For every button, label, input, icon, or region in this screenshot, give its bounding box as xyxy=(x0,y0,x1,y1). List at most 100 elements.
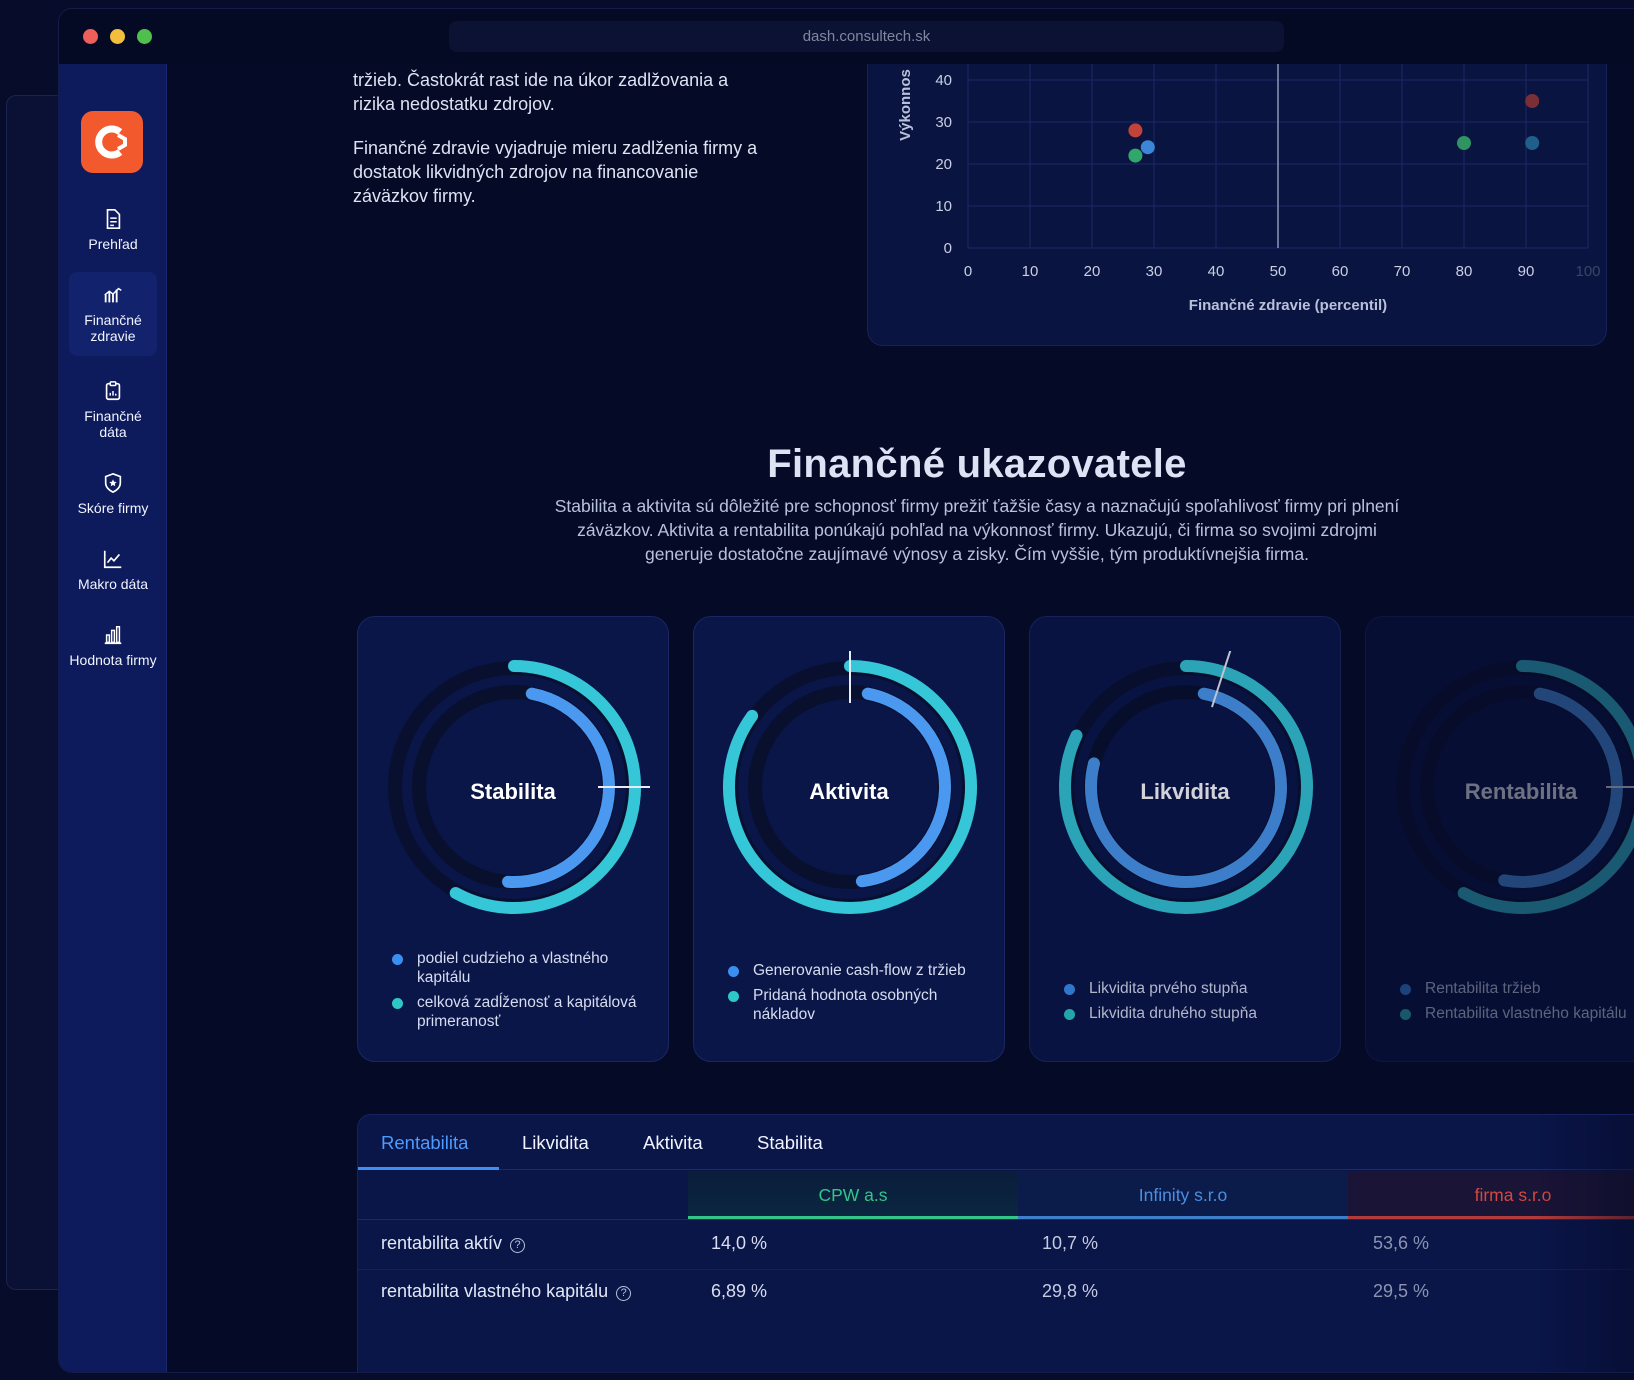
table-cell: 29,5 % xyxy=(1373,1281,1430,1301)
y-tick-label: 40 xyxy=(935,72,952,89)
row-label-text: rentabilita aktív xyxy=(381,1233,503,1253)
benchmark-marker xyxy=(1211,651,1232,708)
intro-paragraph: Finančné zdravie vyjadruje mieru zadlžen… xyxy=(353,138,758,206)
table-cell: 29,8 % xyxy=(1042,1281,1099,1301)
legend-item: celková zadĺženosť a kapitálová primeran… xyxy=(390,993,652,1031)
logo-c-icon xyxy=(95,125,127,159)
document-icon xyxy=(106,209,121,229)
scatter-point xyxy=(1525,94,1540,108)
help-icon[interactable]: ? xyxy=(616,1286,632,1301)
inner-arc xyxy=(1498,687,1623,888)
table-cell: 53,6 % xyxy=(1373,1233,1430,1253)
inner-arc xyxy=(855,687,951,888)
scatter-chart: 0 10 20 30 40 50 60 70 80 90 100 0 10 20 30 40 Finančné … xyxy=(897,64,1601,314)
table-cell: 14,0 % xyxy=(711,1233,768,1253)
x-tick-label: 50 xyxy=(1270,263,1287,280)
minimize-window-button[interactable] xyxy=(110,29,125,44)
donut-chart-rentabilita xyxy=(1396,660,1634,914)
sidebar-item-makro-data[interactable]: Makro dáta xyxy=(69,542,157,602)
legend-item: Pridaná hodnota osobných nákladov xyxy=(726,986,988,1024)
tab-stabilita[interactable]: Stabilita xyxy=(757,1132,823,1153)
legend-item: Rentabilita vlastného kapitálu xyxy=(1398,1004,1634,1023)
background-panel xyxy=(6,95,66,1290)
inner-arc xyxy=(502,687,615,888)
metric-legend: podiel cudzieho a vlastného kapitálu cel… xyxy=(390,949,652,1037)
ratio-table: Rentabilita Likvidita Aktivita Stabilita… xyxy=(357,1114,1634,1372)
legend-dot xyxy=(1064,984,1075,995)
shield-star-icon xyxy=(104,472,122,494)
legend-dot xyxy=(392,998,403,1009)
legend-dot xyxy=(1400,984,1411,995)
browser-window: dash.consultech.sk Prehľad Finančné zdra… xyxy=(58,8,1634,1373)
table-row-label: rentabilita aktív? xyxy=(381,1233,526,1254)
sidebar-item-hodnota-firmy[interactable]: Hodnota firmy xyxy=(69,618,157,690)
x-tick-label: 70 xyxy=(1394,263,1411,280)
tab-aktivita[interactable]: Aktivita xyxy=(643,1132,703,1153)
scatter-chart-card: 0 10 20 30 40 50 60 70 80 90 100 0 10 20 30 40 Finančné … xyxy=(867,64,1607,346)
bar-chart-icon xyxy=(104,626,122,645)
x-tick-label: 20 xyxy=(1084,263,1101,280)
legend-label: Generovanie cash-flow z tržieb xyxy=(753,962,966,979)
sidebar-item-skore-firmy[interactable]: Skóre firmy xyxy=(69,466,157,526)
metric-card-stabilita[interactable]: Stabilita podiel cudzieho a vlastného ka… xyxy=(357,616,669,1062)
inner-track xyxy=(1420,685,1624,889)
y-axis-label: Výkonnos xyxy=(897,69,914,141)
metric-legend: Rentabilita tržieb Rentabilita vlastného… xyxy=(1398,979,1634,1029)
sidebar-item-financne-data[interactable]: Finančné dáta xyxy=(69,374,157,446)
metric-title: Rentabilita xyxy=(1464,779,1578,804)
x-tick-label: 90 xyxy=(1518,263,1535,280)
inner-arc xyxy=(1085,687,1287,888)
app-logo[interactable] xyxy=(81,111,143,173)
donut-chart-aktivita xyxy=(723,651,977,914)
health-chart-icon xyxy=(104,287,122,303)
x-axis-label: Finančné zdravie (percentil) xyxy=(1189,297,1387,314)
legend-dot xyxy=(1064,1009,1075,1020)
metric-card-rentabilita[interactable]: Rentabilita Rentabilita tržieb Rentabili… xyxy=(1365,616,1634,1062)
x-tick-label: 40 xyxy=(1208,263,1225,280)
metric-card-likvidita[interactable]: Likvidita Likvidita prvého stupňa Likvid… xyxy=(1029,616,1341,1062)
metric-card-aktivita[interactable]: Aktivita Generovanie cash-flow z tržieb … xyxy=(693,616,1005,1062)
metric-legend: Generovanie cash-flow z tržieb Pridaná h… xyxy=(726,961,988,1030)
table-cell: 6,89 % xyxy=(711,1281,768,1301)
main-content: tržieb. Častokrát rast ide na úkor zadlž… xyxy=(167,64,1634,1372)
help-icon[interactable]: ? xyxy=(510,1238,526,1253)
legend-label: podiel cudzieho a vlastného kapitálu xyxy=(417,950,609,986)
legend-label: Pridaná hodnota osobných nákladov xyxy=(753,987,938,1023)
scatter-point xyxy=(1525,136,1540,150)
sidebar-item-financne-zdravie[interactable]: Finančné zdravie xyxy=(69,272,157,356)
scatter-point xyxy=(1128,123,1143,138)
legend-label: celková zadĺženosť a kapitálová primeran… xyxy=(417,994,637,1030)
scatter-point xyxy=(1128,148,1143,163)
intro-paragraph: tržieb. Častokrát rast ide na úkor zadlž… xyxy=(353,70,729,114)
outer-track xyxy=(1396,661,1634,913)
legend-dot xyxy=(728,966,739,977)
line-chart-icon xyxy=(103,550,122,569)
title-bar: dash.consultech.sk xyxy=(59,9,1634,64)
tab-rentabilita[interactable]: Rentabilita xyxy=(358,1115,499,1170)
url-bar[interactable]: dash.consultech.sk xyxy=(449,21,1284,52)
x-tick-label: 0 xyxy=(964,263,972,280)
x-tick-label: 30 xyxy=(1146,263,1163,280)
y-tick-label: 20 xyxy=(935,156,952,173)
close-window-button[interactable] xyxy=(83,29,98,44)
legend-item: Likvidita prvého stupňa xyxy=(1062,979,1324,998)
sidebar-item-label: Skóre firmy xyxy=(77,500,149,516)
legend-item: Generovanie cash-flow z tržieb xyxy=(726,961,988,980)
x-tick-label: 10 xyxy=(1022,263,1039,280)
tab-likvidita[interactable]: Likvidita xyxy=(522,1132,589,1153)
legend-label: Likvidita druhého stupňa xyxy=(1089,1005,1258,1022)
donut-chart-likvidita xyxy=(1059,651,1313,914)
legend-dot xyxy=(1400,1009,1411,1020)
scatter-point xyxy=(1457,136,1471,150)
intro-text: tržieb. Častokrát rast ide na úkor zadlž… xyxy=(353,68,773,228)
metric-legend: Likvidita prvého stupňa Likvidita druhéh… xyxy=(1062,979,1324,1029)
column-header-infinity: Infinity s.r.o xyxy=(1018,1171,1348,1219)
sidebar-item-prehlad[interactable]: Prehľad xyxy=(69,202,157,258)
legend-item: Rentabilita tržieb xyxy=(1398,979,1634,998)
x-tick-label: 80 xyxy=(1456,263,1473,280)
maximize-window-button[interactable] xyxy=(137,29,152,44)
table-cell: 10,7 % xyxy=(1042,1233,1099,1253)
legend-label: Rentabilita vlastného kapitálu xyxy=(1425,1005,1627,1022)
donut-chart-stabilita xyxy=(388,660,650,914)
column-header-cpw: CPW a.s xyxy=(688,1171,1018,1219)
